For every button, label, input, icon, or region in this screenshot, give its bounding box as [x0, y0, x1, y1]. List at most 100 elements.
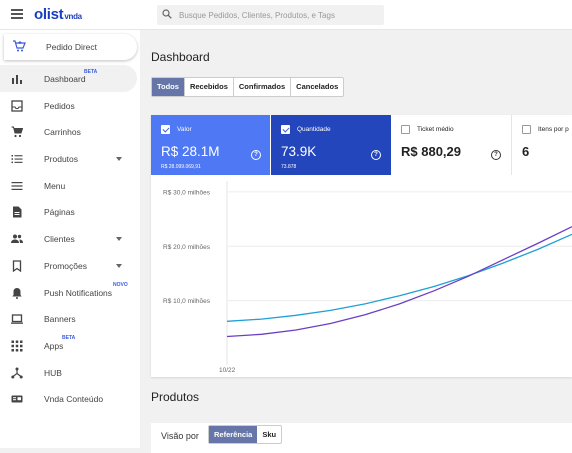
sidebar-item-label: Promoções	[44, 260, 87, 271]
visao-por-panel: Visão por Referência Sku	[151, 423, 572, 453]
search-input[interactable]	[179, 7, 379, 23]
sidebar-item-apps[interactable]: Apps BETA	[0, 332, 140, 359]
search-icon	[162, 9, 172, 19]
toggle-sku[interactable]: Sku	[262, 430, 277, 439]
kpi-checkbox[interactable]	[281, 125, 290, 134]
series-line-1	[226, 226, 572, 338]
sidebar-nav: Dashboard BETA Pedidos Carrinhos Produto…	[0, 65, 140, 412]
sidebar-item-carrinhos[interactable]: Carrinhos	[0, 118, 140, 145]
sidebar-item-label: Push Notifications	[44, 287, 113, 298]
search-bar[interactable]	[157, 5, 384, 25]
apps-grid-icon	[11, 340, 23, 352]
novo-badge: NOVO	[113, 281, 128, 288]
sidebar-item-label: Apps	[44, 340, 64, 351]
line-chart: R$ 30,0 milhões R$ 20,0 milhões R$ 10,0 mi…	[163, 181, 572, 374]
kpi-checkbox[interactable]	[522, 125, 531, 134]
laptop-icon	[11, 314, 23, 324]
produtos-section-title: Produtos	[151, 390, 200, 404]
logo-text: olist	[34, 6, 64, 23]
cart-icon	[11, 126, 23, 138]
kpi-ticket-medio[interactable]: Ticket médio R$ 880,29 ?	[391, 115, 512, 175]
sidebar: Pedido Direct Dashboard BETA Pedidos Car…	[0, 30, 140, 448]
filter-confirmados[interactable]: Confirmados	[234, 78, 292, 96]
kpi-label: Ticket médio	[417, 126, 454, 133]
sidebar-item-hub[interactable]: HUB	[0, 359, 140, 386]
sidebar-item-banners[interactable]: Banners	[0, 305, 140, 332]
sidebar-item-vnda-conteudo[interactable]: Vnda Conteúdo	[0, 385, 140, 412]
sidebar-item-label: Banners	[44, 314, 76, 325]
beta-badge: BETA	[84, 69, 98, 75]
chevron-down-icon[interactable]	[116, 263, 122, 268]
inbox-icon	[11, 100, 23, 112]
top-bar: olistvnda	[0, 0, 572, 30]
kpi-quantidade[interactable]: Quantidade 73.9K 73.878 ?	[271, 115, 391, 175]
kpi-label: Valor	[177, 126, 192, 133]
sidebar-item-label: HUB	[44, 367, 62, 378]
y-tick-label: R$ 20,0 milhões	[163, 244, 211, 251]
toggle-referencia[interactable]: Referência	[209, 426, 258, 443]
hamburger-menu-icon[interactable]	[11, 9, 23, 19]
filter-recebidos[interactable]: Recebidos	[185, 78, 234, 96]
sidebar-item-label: Dashboard	[44, 74, 86, 84]
pedido-direct-button[interactable]: Pedido Direct	[4, 34, 137, 60]
status-filter-group: Todos Recebidos Confirmados Cancelados	[151, 77, 345, 97]
brand-logo[interactable]: olistvnda	[34, 6, 82, 23]
sidebar-item-label: Carrinhos	[44, 127, 81, 138]
sidebar-item-push-notifications[interactable]: Push Notifications NOVO	[0, 279, 140, 306]
main-content: Dashboard Todos Recebidos Confirmados Ca…	[140, 30, 572, 453]
bell-icon	[12, 287, 22, 299]
page-title: Dashboard	[151, 50, 210, 64]
pedido-direct-label: Pedido Direct	[46, 42, 98, 52]
bookmark-icon	[12, 260, 22, 272]
filter-todos[interactable]: Todos	[152, 78, 185, 96]
chevron-down-icon[interactable]	[116, 157, 122, 162]
content-icon	[11, 395, 23, 403]
logo-sub: vnda	[64, 12, 82, 21]
kpi-valor[interactable]: Valor R$ 28.1M R$ 28.099.069,91 ?	[151, 115, 270, 175]
kpi-label: Itens por p	[538, 126, 569, 133]
help-icon[interactable]: ?	[491, 150, 501, 160]
x-tick-label: 10/22	[219, 367, 236, 374]
sidebar-item-pedidos[interactable]: Pedidos	[0, 92, 140, 119]
kpi-subvalue: 73.878	[281, 164, 297, 170]
sidebar-item-menu[interactable]: Menu	[0, 172, 140, 199]
series-line-0	[226, 233, 572, 322]
sidebar-item-label: Páginas	[44, 207, 75, 218]
page-icon	[13, 206, 22, 218]
kpi-value: 6	[522, 144, 530, 159]
sidebar-item-label: Pedidos	[44, 100, 75, 111]
dashboard-card: Valor R$ 28.1M R$ 28.099.069,91 ? Quanti…	[151, 115, 572, 377]
kpi-label: Quantidade	[297, 126, 331, 133]
help-icon[interactable]: ?	[371, 150, 381, 160]
sidebar-item-clientes[interactable]: Clientes	[0, 225, 140, 252]
sidebar-item-label: Vnda Conteúdo	[44, 394, 104, 405]
visao-por-label: Visão por	[161, 431, 199, 441]
help-icon[interactable]: ?	[251, 150, 261, 160]
y-tick-label: R$ 30,0 milhões	[163, 189, 211, 196]
sidebar-item-label: Produtos	[44, 154, 79, 165]
chevron-down-icon[interactable]	[116, 237, 122, 242]
y-tick-label: R$ 10,0 milhões	[163, 298, 211, 305]
kpi-value: R$ 880,29	[401, 144, 461, 159]
kpi-value: R$ 28.1M	[161, 144, 220, 159]
cart-plus-icon	[13, 40, 26, 52]
kpi-value: 73.9K	[281, 144, 317, 159]
sidebar-item-paginas[interactable]: Páginas	[0, 198, 140, 225]
hub-icon	[11, 367, 23, 379]
kpi-checkbox[interactable]	[401, 125, 410, 134]
menu-icon	[11, 181, 23, 190]
kpi-itens-por-pedido[interactable]: Itens por p 6	[512, 115, 572, 175]
sidebar-item-dashboard[interactable]: Dashboard BETA	[0, 65, 137, 92]
beta-badge: BETA	[62, 334, 76, 341]
sidebar-item-produtos[interactable]: Produtos	[0, 145, 140, 172]
filter-cancelados[interactable]: Cancelados	[296, 82, 339, 91]
bar-chart-icon	[12, 75, 22, 84]
people-icon	[11, 234, 23, 244]
visao-toggle: Referência Sku	[208, 425, 283, 444]
kpi-checkbox[interactable]	[161, 125, 170, 134]
list-icon	[11, 155, 23, 164]
sidebar-item-label: Clientes	[44, 234, 75, 245]
sidebar-item-label: Menu	[44, 180, 66, 191]
sidebar-item-promocoes[interactable]: Promoções	[0, 252, 140, 279]
kpi-subvalue: R$ 28.099.069,91	[161, 164, 201, 170]
